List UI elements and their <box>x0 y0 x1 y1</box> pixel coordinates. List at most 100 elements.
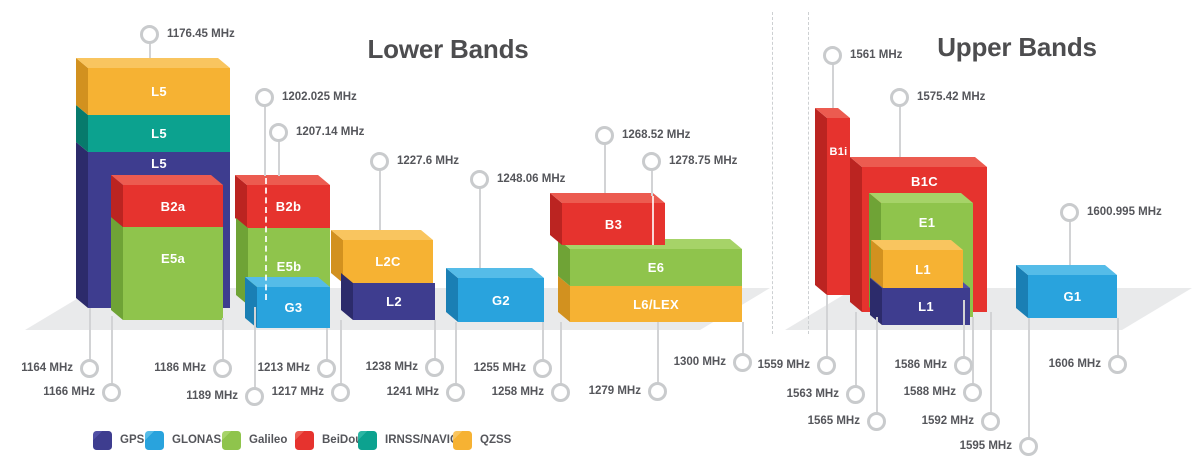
band-label: G2 <box>492 292 510 308</box>
legend-item-galileo: Galileo <box>222 430 287 450</box>
marker-circle <box>102 383 121 402</box>
marker-circle <box>846 385 865 404</box>
marker-line <box>657 322 659 384</box>
freq-label: 1166 MHz <box>43 386 95 398</box>
block-front-face: B2a <box>123 185 223 227</box>
marker-line <box>434 320 436 360</box>
marker-line <box>89 308 91 361</box>
block-top-face <box>111 175 223 185</box>
marker-circle <box>470 170 489 189</box>
marker-circle <box>213 359 232 378</box>
band-b3-beidou: B3 <box>562 203 665 245</box>
block-front-face: B3 <box>562 203 665 245</box>
marker-line <box>651 170 653 196</box>
block-top-face <box>871 240 963 250</box>
block-side-face <box>1016 265 1028 318</box>
band-l2c-qzss: L2C <box>343 240 433 283</box>
band-e5a-galileo: E5a <box>123 227 223 320</box>
band-label: L2 <box>386 294 402 309</box>
marker-circle <box>817 356 836 375</box>
freq-label: 1176.45 MHz <box>167 28 235 40</box>
block-side-face <box>111 217 123 320</box>
freq-label: 1241 MHz <box>386 386 439 398</box>
band-label: L5 <box>151 156 167 171</box>
freq-label: 1227.6 MHz <box>397 155 460 167</box>
block-top-face <box>869 193 973 203</box>
freq-label: 1606 MHz <box>1048 358 1101 370</box>
band-label: E6 <box>647 260 665 275</box>
block-top-face <box>331 230 433 240</box>
marker-circle <box>317 359 336 378</box>
block-top-face <box>815 108 850 118</box>
block-side-face <box>815 108 827 295</box>
gps-color-swatch <box>93 430 112 450</box>
block-front-face: B1i <box>827 118 850 295</box>
marker-line <box>742 322 744 355</box>
marker-line <box>254 307 256 389</box>
marker-line <box>264 106 266 176</box>
block-front-face: L6/LEX <box>570 286 742 322</box>
block-side-face <box>870 278 882 325</box>
marker-line <box>222 318 224 361</box>
band-label: L1 <box>918 299 934 314</box>
block-side-face <box>76 58 88 115</box>
marker-line <box>990 312 992 414</box>
freq-label: 1588 MHz <box>903 386 956 398</box>
beidou-color-swatch <box>295 430 314 450</box>
freq-label: 1189 MHz <box>186 390 238 402</box>
marker-circle <box>954 356 973 375</box>
marker-circle <box>963 383 982 402</box>
block-front-face: G1 <box>1028 275 1117 318</box>
block-front-face: B2b <box>247 185 330 228</box>
freq-label: 1248.06 MHz <box>497 173 566 185</box>
freq-label: 1207.14 MHz <box>296 126 365 138</box>
marker-line <box>111 316 113 385</box>
freq-label: 1217 MHz <box>271 386 324 398</box>
band-label: B2a <box>160 198 186 214</box>
band-label: B1i <box>829 146 848 158</box>
block-top-face <box>235 175 330 185</box>
band-label: B1C <box>911 174 938 189</box>
band-b2a-beidou: B2a <box>123 185 223 227</box>
block-front-face: L1 <box>883 250 963 288</box>
block-front-face: E6 <box>570 249 742 286</box>
band-l5-qzss: L5 <box>88 68 230 115</box>
block-top-face <box>76 58 230 68</box>
marker-circle <box>642 152 661 171</box>
band-l6lex-qzss: L6/LEX <box>570 286 742 322</box>
marker-circle <box>331 383 350 402</box>
band-label: L2C <box>375 254 401 269</box>
band-label: L1 <box>915 261 931 277</box>
legend-label: BeiDou <box>322 434 363 446</box>
block-side-face <box>850 157 862 312</box>
block-side-face <box>76 105 88 152</box>
legend-item-irnss: IRNSS/NAVIC <box>358 430 458 450</box>
freq-label: 1164 MHz <box>21 362 73 374</box>
marker-line <box>149 43 151 58</box>
freq-label: 1186 MHz <box>154 362 206 374</box>
freq-label: 1600.995 MHz <box>1087 206 1162 218</box>
band-label: G3 <box>284 300 303 315</box>
band-l1-qzss: L1 <box>883 250 963 288</box>
glonass-color-swatch <box>145 430 164 450</box>
legend-item-qzss: QZSS <box>453 430 511 450</box>
block-side-face <box>558 239 570 286</box>
block-front-face: L5 <box>88 115 230 152</box>
band-l5-irnss: L5 <box>88 115 230 152</box>
block-side-face <box>558 276 570 322</box>
block-side-face <box>76 142 88 308</box>
freq-label: 1238 MHz <box>365 361 418 373</box>
marker-circle <box>981 412 1000 431</box>
marker-line <box>826 295 828 358</box>
marker-line <box>379 170 381 230</box>
marker-line <box>876 317 878 414</box>
block-side-face <box>331 230 343 283</box>
freq-label: 1268.52 MHz <box>622 129 691 141</box>
band-label: E5b <box>276 259 302 274</box>
marker-circle <box>733 353 752 372</box>
legend-label: Galileo <box>249 434 288 446</box>
block-front-face: L5 <box>88 68 230 115</box>
section-divider-line <box>772 12 773 334</box>
block-top-face <box>245 277 330 287</box>
band-label: B2b <box>275 199 302 214</box>
